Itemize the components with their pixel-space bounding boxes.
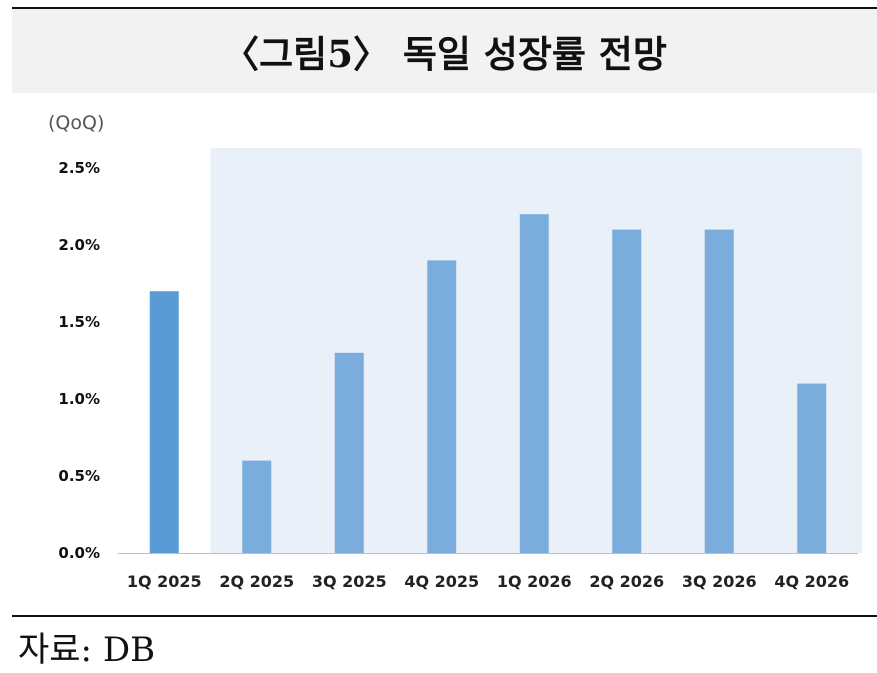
x-category-label: 4Q 2025: [404, 572, 479, 591]
x-category-label: 2Q 2026: [589, 572, 664, 591]
x-category-label: 1Q 2026: [497, 572, 572, 591]
x-category-label: 3Q 2025: [312, 572, 387, 591]
title-band: 〈그림5〉 독일 성장률 전망: [12, 9, 877, 93]
y-tick-label: 2.0%: [58, 236, 100, 254]
x-category-label: 1Q 2025: [127, 572, 202, 591]
bar: [427, 260, 457, 553]
y-tick-label: 1.5%: [58, 313, 100, 331]
bar: [797, 383, 827, 553]
bar: [334, 352, 364, 553]
chart-title: 〈그림5〉 독일 성장률 전망: [222, 32, 667, 76]
top-rule: [12, 7, 877, 9]
source-note: 자료: DB: [18, 630, 156, 670]
x-category-label: 3Q 2026: [682, 572, 757, 591]
y-tick-label: 0.0%: [58, 544, 100, 562]
y-tick-label: 0.5%: [58, 467, 100, 485]
bar: [519, 214, 549, 553]
bar: [242, 460, 272, 553]
unit-label: (QoQ): [48, 112, 105, 134]
bar: [149, 291, 179, 553]
y-tick-label: 2.5%: [58, 159, 100, 177]
bar: [704, 229, 734, 553]
bar-chart: 0.0% 0.5% 1.0% 1.5% 2.0% 2.5% 1Q 2025 2Q 2025 3Q…: [58, 148, 862, 591]
bottom-rule: [12, 615, 877, 617]
x-category-label: 4Q 2026: [774, 572, 849, 591]
bar: [612, 229, 642, 553]
y-tick-label: 1.0%: [58, 390, 100, 408]
x-category-label: 2Q 2025: [219, 572, 294, 591]
